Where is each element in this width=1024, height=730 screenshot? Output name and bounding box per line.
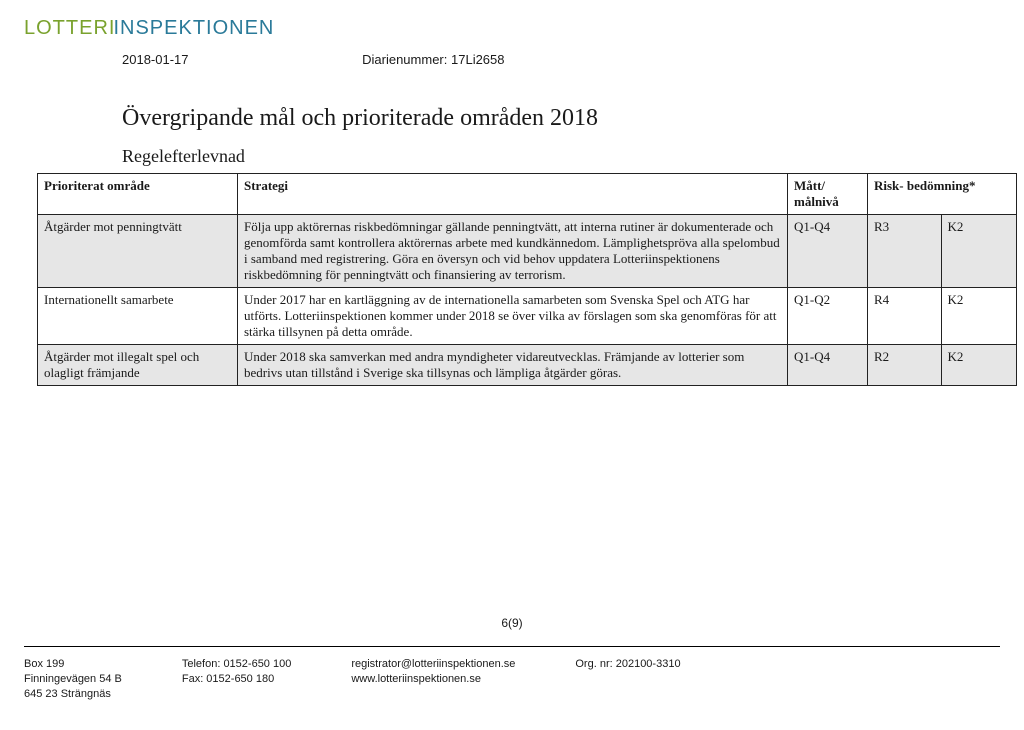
table-body: Åtgärder mot penningtvättFölja upp aktör… <box>38 215 1017 386</box>
cell-matt: Q1-Q4 <box>788 215 868 288</box>
cell-strategy: Under 2018 ska samverkan med andra myndi… <box>238 345 788 386</box>
meta-row: 2018-01-17 Diarienummer: 17Li2658 <box>24 52 1000 67</box>
cell-strategy: Under 2017 har en kartläggning av de int… <box>238 288 788 345</box>
footer-line: Finningevägen 54 B <box>24 672 122 687</box>
cell-k: K2 <box>941 345 1016 386</box>
table-row: Internationellt samarbeteUnder 2017 har … <box>38 288 1017 345</box>
footer: Box 199 Finningevägen 54 B 645 23 Sträng… <box>24 646 1000 702</box>
document-page: LOTTERIINSPEKTIONEN 2018-01-17 Diarienum… <box>0 0 1024 730</box>
footer-line: Fax: 0152-650 180 <box>182 672 291 687</box>
logo-top: LOTTERI <box>24 18 115 38</box>
cell-k: K2 <box>941 215 1016 288</box>
page-number: 6(9) <box>0 616 1024 630</box>
priorities-table: Prioriterat område Strategi Mått/ målniv… <box>37 173 1017 386</box>
footer-line: www.lotteriinspektionen.se <box>351 672 515 687</box>
diarie-label: Diarienummer: <box>362 52 447 67</box>
footer-line: Telefon: 0152-650 100 <box>182 657 291 672</box>
footer-line: 645 23 Strängnäs <box>24 687 122 702</box>
th-matt: Mått/ målnivå <box>788 174 868 215</box>
table-header-row: Prioriterat område Strategi Mått/ målniv… <box>38 174 1017 215</box>
page-subtitle: Regelefterlevnad <box>122 146 990 167</box>
logo: LOTTERIINSPEKTIONEN <box>24 18 1000 38</box>
footer-col-web: registrator@lotteriinspektionen.se www.l… <box>351 657 515 702</box>
page-title: Övergripande mål och prioriterade område… <box>122 105 990 132</box>
cell-r: R2 <box>868 345 942 386</box>
cell-r: R4 <box>868 288 942 345</box>
footer-line: registrator@lotteriinspektionen.se <box>351 657 515 672</box>
table-row: Åtgärder mot penningtvättFölja upp aktör… <box>38 215 1017 288</box>
meta-date: 2018-01-17 <box>122 52 189 67</box>
cell-matt: Q1-Q4 <box>788 345 868 386</box>
cell-area: Internationellt samarbete <box>38 288 238 345</box>
logo-bottom: INSPEKTIONEN <box>113 18 274 38</box>
th-area: Prioriterat område <box>38 174 238 215</box>
footer-col-phone: Telefon: 0152-650 100 Fax: 0152-650 180 <box>182 657 291 702</box>
cell-area: Åtgärder mot illegalt spel och olagligt … <box>38 345 238 386</box>
diarie-value: 17Li2658 <box>451 52 505 67</box>
cell-strategy: Följa upp aktörernas riskbedömningar gäl… <box>238 215 788 288</box>
cell-k: K2 <box>941 288 1016 345</box>
content: Övergripande mål och prioriterade område… <box>24 105 1000 386</box>
footer-line: Org. nr: 202100-3310 <box>575 657 680 672</box>
footer-col-org: Org. nr: 202100-3310 <box>575 657 680 702</box>
th-strategy: Strategi <box>238 174 788 215</box>
cell-matt: Q1-Q2 <box>788 288 868 345</box>
th-risk: Risk- bedömning* <box>868 174 1017 215</box>
cell-r: R3 <box>868 215 942 288</box>
table-row: Åtgärder mot illegalt spel och olagligt … <box>38 345 1017 386</box>
footer-line: Box 199 <box>24 657 122 672</box>
meta-diarie: Diarienummer: 17Li2658 <box>362 52 504 67</box>
cell-area: Åtgärder mot penningtvätt <box>38 215 238 288</box>
footer-col-address: Box 199 Finningevägen 54 B 645 23 Sträng… <box>24 657 122 702</box>
